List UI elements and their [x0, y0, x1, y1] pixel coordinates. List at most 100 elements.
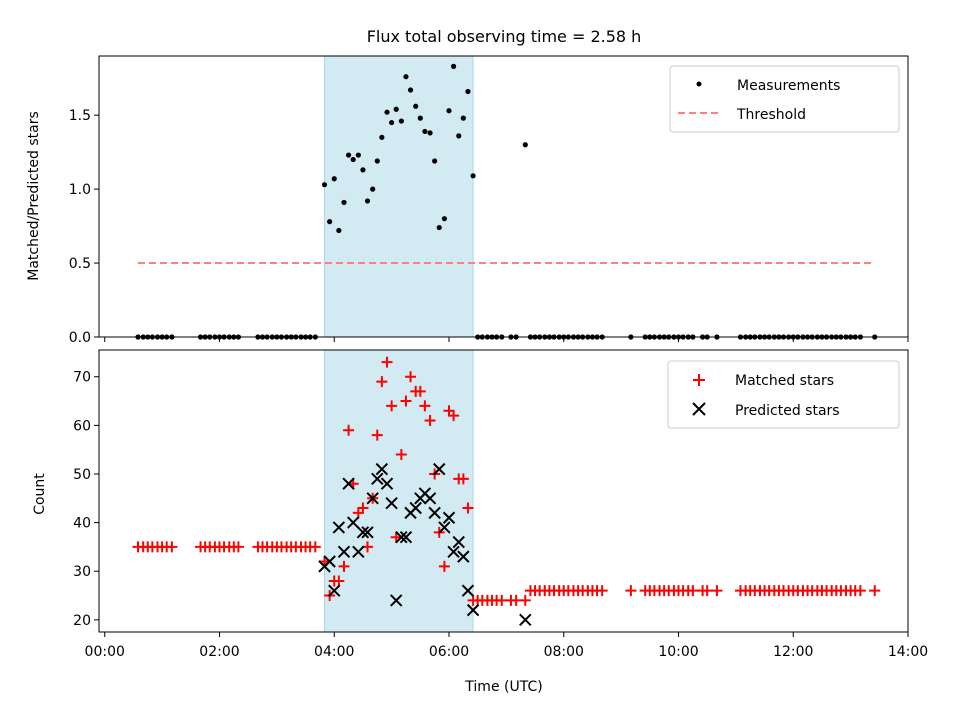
x-tick-label: 00:00: [85, 644, 125, 660]
predicted-stars-point: [423, 492, 437, 505]
matched-stars-point: [400, 395, 412, 407]
measurements-point: [327, 219, 333, 225]
top-y-axis-label: Matched/Predicted stars: [26, 111, 42, 281]
predicted-stars-point: [409, 501, 422, 515]
measurements-point: [370, 186, 376, 192]
legend-predicted-label: Predicted stars: [735, 403, 840, 419]
bot-y-tick-label: 20: [73, 613, 91, 629]
predicted-stars-point: [375, 462, 389, 476]
legend-matched-label: Matched stars: [735, 373, 834, 389]
x-tick-label: 08:00: [544, 644, 584, 660]
measurements-point: [436, 224, 442, 231]
bot-y-tick-label: 30: [73, 564, 91, 580]
bot-observing-window-shade: [323, 349, 474, 633]
measurements-point: [364, 198, 371, 204]
predicted-stars-point: [442, 511, 456, 524]
bot-y-tick-label: 60: [73, 418, 91, 434]
predicted-stars-point: [385, 496, 398, 510]
matched-stars-point: [701, 585, 713, 597]
predicted-stars-point: [466, 603, 480, 617]
measurements-point: [446, 108, 452, 114]
x-tick-label: 14:00: [888, 644, 928, 660]
bot-y-tick-label: 70: [73, 370, 91, 386]
matched-stars-point: [711, 585, 723, 597]
predicted-stars-point: [366, 492, 379, 505]
predicted-stars-point: [323, 555, 336, 568]
bottom-panel: 20 30 40 50 60 70 00:00 02:00 04:00 06:00 08:00 10…: [32, 349, 928, 695]
matched-stars-point: [687, 585, 699, 597]
matched-stars-point: [519, 594, 531, 606]
x-tick-label: 04:00: [314, 644, 354, 660]
measurements-point: [350, 156, 356, 163]
matched-stars-point: [371, 429, 383, 441]
matched-stars-point: [448, 410, 460, 422]
top-y-tick-label: 0.0: [69, 330, 91, 346]
top-plot-frame: [98, 55, 909, 338]
bottom-legend-box: [667, 360, 900, 429]
measurements-point: [336, 227, 342, 234]
measurements-point: [460, 115, 466, 121]
measurements-point: [384, 109, 390, 115]
bot-y-tick-label: 40: [73, 516, 91, 532]
measurements-point: [379, 134, 385, 140]
predicted-stars-point: [332, 521, 346, 534]
matched-stars-point: [596, 585, 608, 597]
measurements-point: [374, 158, 380, 164]
matched-stars-point: [414, 385, 426, 397]
measurements-point: [321, 182, 328, 188]
measurements-point: [403, 74, 409, 80]
legend-threshold-label: Threshold: [736, 107, 806, 123]
legend-measurements-label: Measurements: [737, 78, 840, 94]
predicted-stars-point: [342, 477, 355, 490]
matched-stars-point: [381, 356, 393, 368]
predicted-stars-point: [361, 526, 374, 539]
x-tick-label: 02:00: [199, 644, 239, 660]
matched-stars-point: [854, 585, 866, 597]
measurements-point: [422, 128, 428, 135]
measurements-point: [427, 130, 433, 136]
x-tick-label: 06:00: [429, 644, 469, 660]
legend-predicted-marker: [692, 402, 706, 416]
matched-stars-point: [376, 376, 388, 388]
x-tick-label: 12:00: [773, 644, 813, 660]
measurements-point: [522, 142, 528, 148]
predicted-stars-point: [352, 545, 365, 558]
top-y-ticks: 0.0 0.5 1.0 1.5: [69, 108, 99, 346]
predicted-stars-point: [328, 584, 341, 597]
matched-stars-point: [625, 585, 637, 597]
matched-stars-point: [424, 415, 436, 426]
bottom-series-marks: [132, 356, 881, 627]
measurements-point: [341, 199, 347, 206]
measurements-point: [456, 133, 462, 139]
measurements-point: [407, 87, 414, 93]
predicted-stars-point: [389, 594, 403, 607]
predicted-stars-point: [452, 535, 465, 549]
measurements-point: [345, 152, 352, 158]
top-shaded-region: [323, 55, 474, 338]
matched-stars-point: [309, 541, 321, 553]
legend-matched-marker: [693, 374, 705, 386]
measurements-point: [398, 118, 404, 124]
matched-stars-point: [386, 400, 398, 412]
measurements-point: [417, 115, 423, 121]
predicted-stars-point: [433, 462, 446, 476]
predicted-stars-point: [399, 530, 413, 544]
matched-stars-point: [333, 575, 345, 587]
predicted-stars-point: [356, 526, 370, 539]
measurements-point: [465, 88, 471, 95]
measurements-point: [413, 103, 419, 109]
top-panel: 0.0 0.5 1.0 1.5 Matched/Predicted stars Mea…: [26, 55, 909, 346]
bottom-x-ticks: 00:00 02:00 04:00 06:00 08:00 10:00 12:00 14:00: [85, 632, 928, 660]
top-observing-window-shade: [323, 55, 474, 338]
predicted-stars-point: [380, 477, 394, 490]
top-legend-box: [669, 65, 900, 133]
predicted-stars-point: [337, 545, 351, 558]
matched-stars-point: [343, 424, 355, 436]
bottom-y-axis-label: Count: [32, 473, 48, 515]
measurements-point: [441, 216, 448, 222]
predicted-stars-point: [519, 613, 532, 627]
predicted-stars-point: [447, 545, 460, 558]
predicted-stars-point: [395, 530, 408, 544]
bottom-x-axis-label: Time (UTC): [464, 679, 542, 695]
predicted-stars-point: [438, 521, 451, 534]
